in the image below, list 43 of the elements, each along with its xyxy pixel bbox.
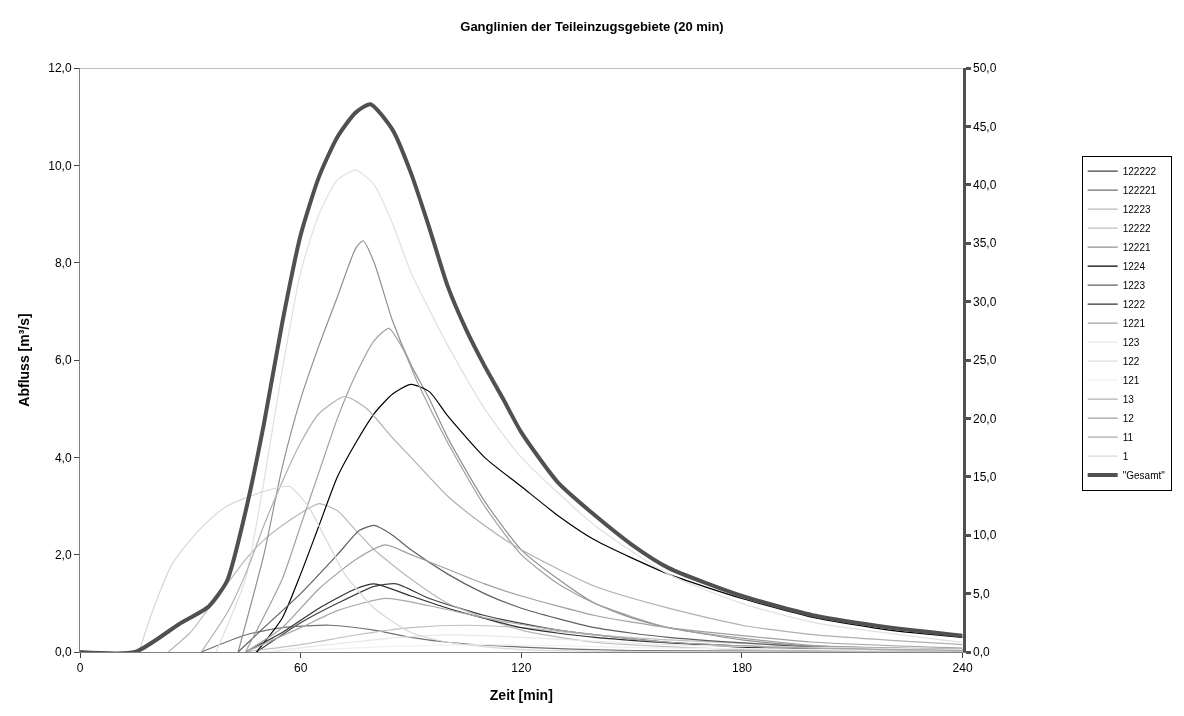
y2-tick-label: 20,0 xyxy=(973,411,997,426)
legend-label: 121 xyxy=(1122,375,1140,386)
y2-tick-label: 5,0 xyxy=(973,586,991,601)
legend-label: 1223 xyxy=(1122,280,1146,291)
y2-tick-label: 45,0 xyxy=(973,119,997,134)
legend-label: 122222 xyxy=(1122,166,1157,177)
y-tick-label: 2,0 xyxy=(54,547,72,562)
x-tick-label: 0 xyxy=(76,661,84,676)
legend-label: 12222 xyxy=(1122,223,1151,234)
y2-tick-label: 10,0 xyxy=(973,528,997,543)
chart-title: Ganglinien der Teileinzugsgebiete (20 min) xyxy=(460,18,724,34)
y-tick-label: 8,0 xyxy=(54,255,72,270)
y-tick-label: 10,0 xyxy=(48,158,72,173)
x-tick-label: 120 xyxy=(511,661,532,676)
legend-label: 123 xyxy=(1122,337,1140,348)
x-tick-label: 180 xyxy=(731,661,753,676)
legend-label: 13 xyxy=(1122,394,1135,405)
legend-label: 1221 xyxy=(1122,318,1146,329)
x-tick-label: 240 xyxy=(952,661,973,676)
y-tick-label: 0,0 xyxy=(54,645,72,660)
legend-label: 12 xyxy=(1122,413,1135,424)
y2-tick-label: 0,0 xyxy=(973,645,991,660)
y-tick-label: 4,0 xyxy=(54,450,72,465)
y2-tick-label: 30,0 xyxy=(973,294,997,309)
legend-label: 12223 xyxy=(1122,204,1151,215)
y-axis-title: Abfluss [m³/s] xyxy=(15,313,32,407)
legend-label: 1222 xyxy=(1122,299,1146,310)
y2-tick-label: 40,0 xyxy=(973,178,997,192)
legend-label: 122221 xyxy=(1122,185,1157,196)
legend-label: 12221 xyxy=(1122,242,1151,253)
legend-label: "Gesamt" xyxy=(1122,470,1166,481)
y2-tick-label: 35,0 xyxy=(973,236,997,251)
y-tick-label: 6,0 xyxy=(54,353,72,368)
x-tick-label: 60 xyxy=(293,661,308,676)
legend-label: 1224 xyxy=(1122,261,1146,272)
y2-tick-label: 50,0 xyxy=(973,61,997,76)
y2-tick-label: 15,0 xyxy=(973,470,997,484)
y-tick-label: 12,0 xyxy=(48,61,72,76)
legend-label: 1 xyxy=(1122,451,1129,462)
legend-label: 11 xyxy=(1122,432,1134,443)
x-axis-title: Zeit [min] xyxy=(489,686,553,703)
y2-tick-label: 25,0 xyxy=(973,353,997,368)
legend-label: 122 xyxy=(1122,356,1140,367)
